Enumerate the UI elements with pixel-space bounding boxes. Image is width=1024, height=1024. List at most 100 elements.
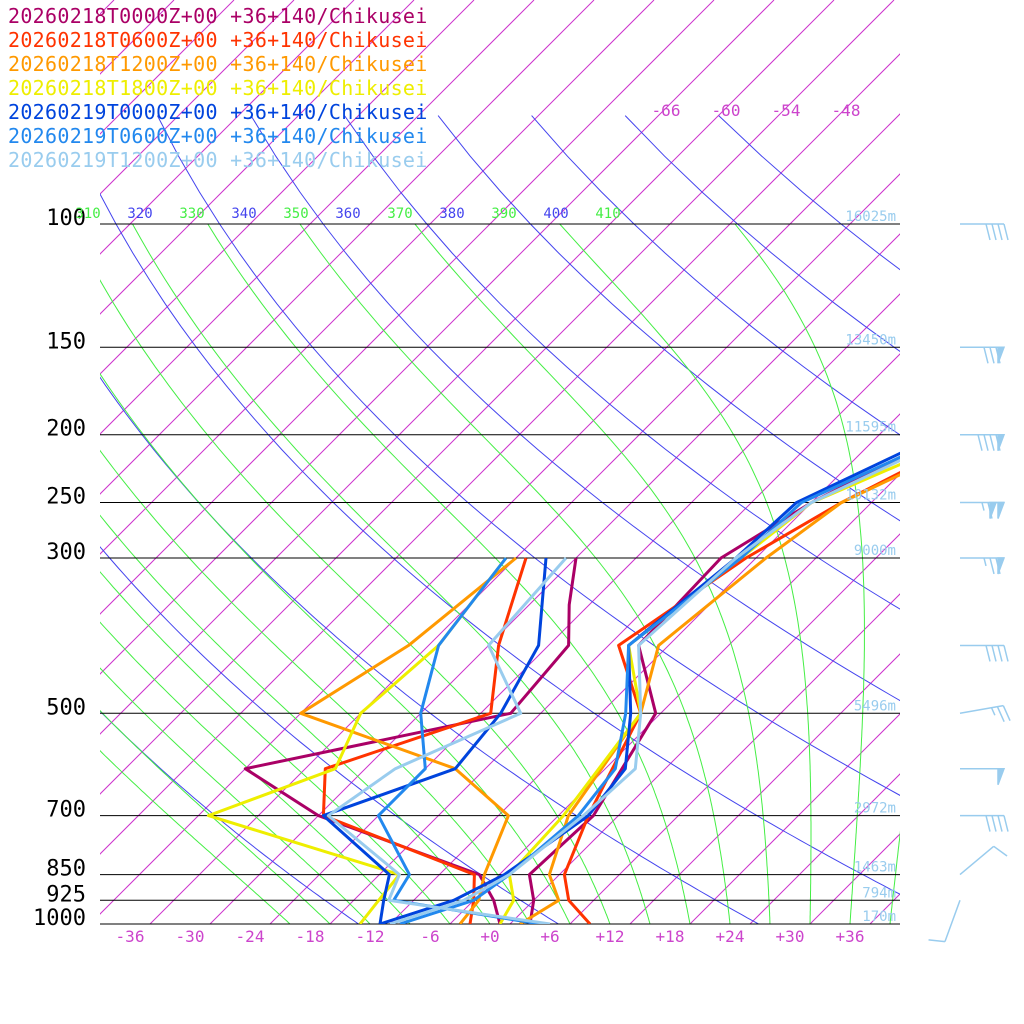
wind-barb — [960, 557, 1006, 575]
dry-adiabat-line — [100, 546, 560, 924]
theta-label: 410 — [595, 206, 620, 222]
isotherm-line — [389, 413, 900, 924]
temperature-tick-label: +0 — [480, 927, 499, 946]
isotherm-line — [100, 0, 355, 255]
dewpoint-line-0 — [243, 557, 578, 924]
temperature-tick-label: -24 — [236, 927, 265, 946]
theta-label: 400 — [543, 206, 568, 222]
wind-barb — [960, 433, 1006, 451]
isotherm-line — [689, 713, 900, 924]
pressure-label: 100 — [46, 206, 86, 231]
dry-adiabat-line — [100, 192, 900, 895]
wind-barb — [960, 644, 1009, 662]
theta-label: 350 — [283, 206, 308, 222]
temperature-tick-label: -12 — [356, 927, 385, 946]
isotherm-line — [930, 0, 1024, 924]
isotherm-line — [990, 0, 1024, 924]
isotherm-line — [509, 533, 900, 924]
theta-label: 330 — [179, 206, 204, 222]
temperature-tick-label: -36 — [116, 927, 145, 946]
wind-barb — [928, 900, 961, 943]
temperature-tick-label: +12 — [596, 927, 625, 946]
moist-adiabat-line — [100, 279, 611, 924]
height-label: 5496m — [854, 698, 896, 714]
pressure-label: 500 — [46, 695, 86, 720]
isotherm-line — [100, 0, 715, 615]
pressure-label: 850 — [46, 857, 86, 882]
dewpoint-line-4 — [321, 557, 548, 924]
height-label: 16025m — [845, 209, 896, 225]
theta-label: 390 — [491, 206, 516, 222]
wind-barb — [960, 767, 1006, 785]
temperature-tick-label: -18 — [296, 927, 325, 946]
legend-entry: 20260218T0000Z+00 +36+140/Chikusei — [8, 4, 428, 28]
wind-barb — [959, 845, 1008, 876]
moist-adiabat-line — [207, 223, 691, 924]
dewpoint-line-6 — [326, 557, 568, 924]
height-label: 13450m — [845, 332, 896, 348]
wind-barbs — [928, 223, 1011, 943]
wind-barb — [960, 501, 1006, 519]
isotherm-line — [149, 173, 900, 924]
isotherm-line — [629, 653, 900, 924]
pressure-label: 200 — [46, 417, 86, 442]
isotherm-line — [100, 53, 900, 855]
isotherm-line — [449, 473, 900, 924]
dewpoint-line-3 — [206, 557, 508, 924]
isotherm-line — [100, 0, 415, 315]
dewpoint-line-1 — [321, 557, 528, 924]
pressure-label: 700 — [46, 798, 86, 823]
theta-label: 320 — [127, 206, 152, 222]
isotherm-line — [100, 0, 895, 795]
isotherm-line — [100, 0, 535, 435]
height-label: 11595m — [845, 420, 896, 436]
isotherm-line — [100, 0, 835, 735]
isotherm-line — [100, 0, 475, 375]
legend-entry: 20260218T1800Z+00 +36+140/Chikusei — [8, 76, 428, 100]
height-label: 1463m — [854, 860, 896, 876]
isotherm-line — [209, 233, 900, 924]
pressure-label: 1000 — [33, 906, 86, 931]
dry-adiabat-line — [344, 115, 900, 610]
legend-entry: 20260219T0000Z+00 +36+140/Chikusei — [8, 100, 428, 124]
axis-labels: 100 16025m 150 13450m 200 11595m 250 10132m 300 9… — [33, 101, 896, 946]
theta-label: 380 — [439, 206, 464, 222]
temperature-line-6 — [389, 458, 900, 924]
temperature-tick-label: +24 — [716, 927, 745, 946]
height-label: 10132m — [845, 488, 896, 504]
temperature-line-2 — [519, 473, 900, 924]
wind-barb — [960, 223, 1009, 241]
upper-temperature-label: -48 — [832, 101, 861, 120]
dry-adiabat-line — [156, 115, 900, 796]
dry-adiabat-line — [250, 115, 900, 702]
height-label: 794m — [862, 885, 896, 901]
theta-label: 340 — [231, 206, 256, 222]
pressure-label: 300 — [46, 540, 86, 565]
wind-barb — [960, 346, 1006, 364]
height-label: 9000m — [854, 543, 896, 559]
isotherm-line — [569, 593, 900, 924]
wind-barb — [960, 814, 1009, 832]
theta-label: 370 — [387, 206, 412, 222]
temperature-line-1 — [562, 470, 900, 924]
moist-adiabat-line — [100, 373, 571, 924]
legend: 20260218T0000Z+00 +36+140/Chikusei 202602… — [8, 4, 428, 172]
theta-label: 310 — [75, 206, 100, 222]
isotherm-line — [809, 833, 900, 924]
isotherm-line — [100, 0, 655, 555]
isotherm-line — [100, 0, 595, 495]
temperature-line-0 — [527, 455, 900, 924]
upper-temperature-label: -60 — [712, 101, 741, 120]
theta-label: 360 — [335, 206, 360, 222]
pressure-label: 250 — [46, 485, 86, 510]
legend-entry: 20260219T0600Z+00 +36+140/Chikusei — [8, 124, 428, 148]
height-label: 2972m — [854, 801, 896, 817]
upper-temperature-label: -54 — [772, 101, 801, 120]
isotherm-line — [100, 0, 775, 675]
isotherm-line — [100, 0, 295, 195]
moist-adiabat-line — [299, 223, 731, 924]
height-label: 170m — [862, 909, 896, 925]
temperature-tick-label: +18 — [656, 927, 685, 946]
dewpoint-line-5 — [376, 557, 541, 924]
